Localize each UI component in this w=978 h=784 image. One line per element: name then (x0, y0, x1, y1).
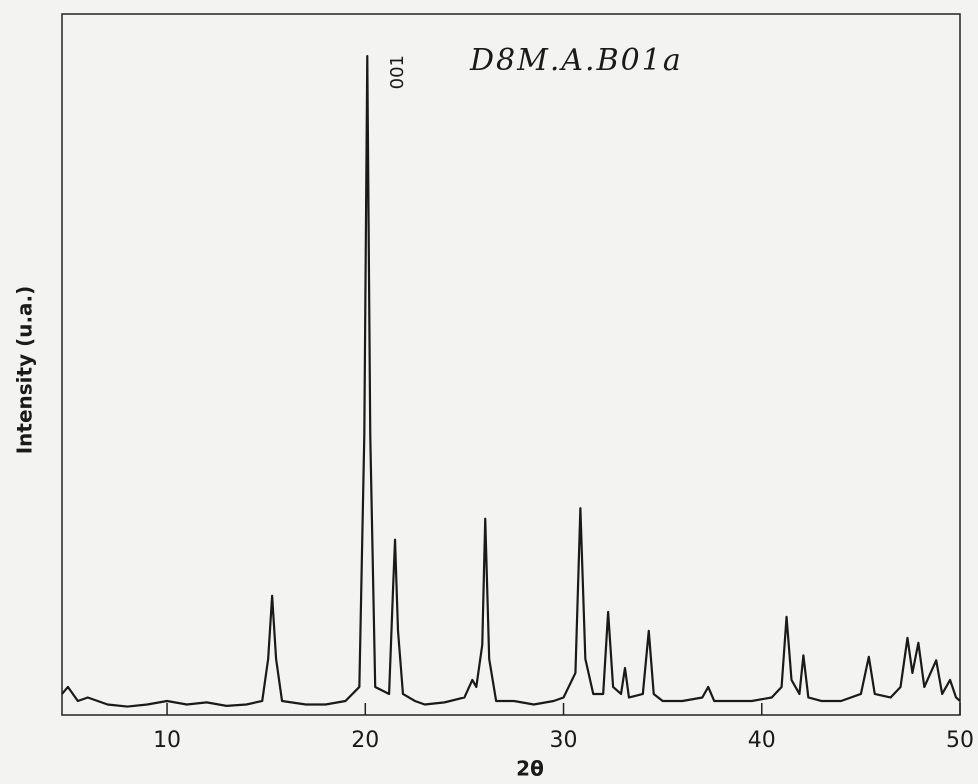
peak-label: 001 (387, 55, 408, 89)
x-tick-label: 40 (748, 728, 776, 753)
x-axis-label: 2θ (516, 757, 544, 781)
x-tick-label: 20 (351, 728, 379, 753)
data-line (61, 54, 961, 708)
y-axis-label: Intensity (u.a.) (13, 286, 37, 455)
x-tick-label: 10 (153, 728, 181, 753)
x-tick-label: 30 (550, 728, 578, 753)
chart-title: D8M.A.B01a (469, 43, 683, 78)
x-tick-label: 50 (946, 728, 974, 753)
plot-frame (61, 13, 961, 716)
